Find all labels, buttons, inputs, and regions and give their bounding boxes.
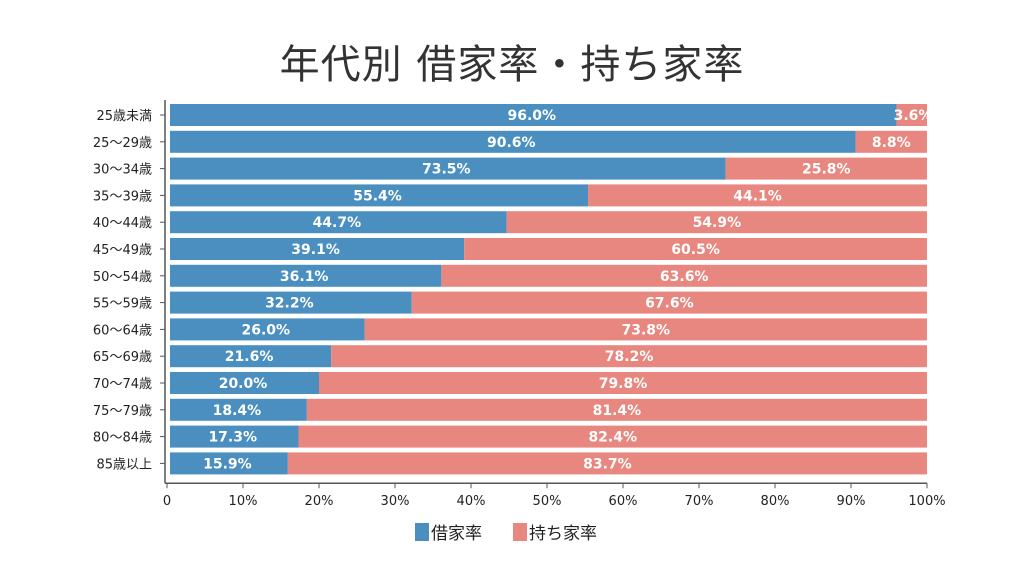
- bar-segment-own: [306, 398, 928, 421]
- bar-segment-rent: [170, 291, 412, 314]
- data-label-rent: 90.6%: [487, 135, 536, 151]
- bar-segment-rent: [170, 372, 319, 394]
- data-label-rent: 96.0%: [508, 108, 557, 124]
- bar-segment-rent: [170, 211, 507, 234]
- legend-swatch: [415, 523, 429, 541]
- x-tick-label: 100%: [908, 494, 945, 509]
- data-label-own: 3.6%: [894, 108, 933, 124]
- data-label-own: 82.4%: [588, 430, 637, 446]
- category-label: 45～49歳: [93, 243, 152, 258]
- bar-segment-own: [588, 184, 927, 207]
- bar-segment-own: [298, 425, 928, 448]
- x-tick-label: 10%: [229, 494, 258, 509]
- bar-segment-rent: [170, 130, 856, 153]
- bar-segment-rent: [170, 238, 465, 260]
- legend-label: 借家率: [431, 524, 482, 544]
- bar-segment-own: [506, 211, 927, 234]
- category-label: 40～44歳: [93, 216, 152, 231]
- data-label-own: 79.8%: [599, 376, 648, 392]
- bar-segment-rent: [170, 184, 589, 207]
- data-label-own: 67.6%: [645, 296, 694, 312]
- category-label: 70～74歳: [93, 377, 152, 392]
- bar-segment-rent: [170, 318, 365, 341]
- data-label-own: 44.1%: [733, 188, 782, 204]
- x-tick-label: 60%: [609, 494, 638, 509]
- category-label: 35～39歳: [93, 189, 152, 204]
- bar-segment-rent: [170, 345, 332, 368]
- data-label-own: 60.5%: [671, 242, 720, 258]
- bar-segment-own: [364, 318, 928, 341]
- x-tick-label: 50%: [533, 494, 562, 509]
- bar-segment-rent: [170, 157, 726, 180]
- x-tick-label: 40%: [457, 494, 486, 509]
- x-tick-label: 0: [163, 494, 171, 509]
- data-label-own: 8.8%: [872, 135, 911, 151]
- x-tick-label: 30%: [381, 494, 410, 509]
- data-label-rent: 36.1%: [280, 269, 329, 285]
- bar-segment-rent: [170, 264, 442, 287]
- category-label: 50～54歳: [93, 270, 152, 285]
- x-tick-label: 20%: [305, 494, 334, 509]
- bar-segment-rent: [170, 425, 299, 448]
- bar-segment-rent: [170, 398, 307, 421]
- bar-segment-own: [331, 345, 927, 368]
- data-label-own: 81.4%: [593, 403, 642, 419]
- category-label: 25歳未満: [96, 109, 152, 124]
- data-label-rent: 26.0%: [242, 322, 291, 338]
- category-label: 30～34歳: [93, 163, 152, 178]
- legend-label: 持ち家率: [529, 524, 597, 544]
- bar-segment-own: [441, 264, 927, 287]
- bar-segment-rent: [170, 452, 288, 475]
- data-label-rent: 15.9%: [203, 456, 252, 472]
- category-label: 85歳以上: [96, 457, 152, 472]
- category-label: 80～84歳: [93, 431, 152, 446]
- data-label-rent: 20.0%: [219, 376, 268, 392]
- data-label-rent: 21.6%: [225, 349, 274, 365]
- bar-segment-own: [287, 452, 928, 475]
- data-label-rent: 39.1%: [291, 242, 340, 258]
- bar-segment-own: [319, 372, 927, 394]
- x-tick-label: 90%: [837, 494, 866, 509]
- category-label: 55～59歳: [93, 297, 152, 312]
- bar-segment-rent: [170, 104, 897, 126]
- data-label-rent: 18.4%: [213, 403, 262, 419]
- chart-title: 年代別 借家率・持ち家率: [279, 42, 745, 88]
- category-label: 60～64歳: [93, 323, 152, 338]
- bar-segment-own: [855, 130, 927, 153]
- data-label-rent: 17.3%: [208, 430, 257, 446]
- data-label-own: 73.8%: [622, 322, 671, 338]
- data-label-rent: 55.4%: [353, 188, 402, 204]
- data-label-rent: 32.2%: [265, 296, 314, 312]
- data-label-rent: 73.5%: [422, 162, 471, 178]
- bar-segment-own: [464, 238, 927, 260]
- data-label-own: 83.7%: [583, 456, 632, 472]
- data-label-own: 54.9%: [693, 215, 742, 231]
- bar-segment-own: [725, 157, 927, 180]
- category-label: 65～69歳: [93, 350, 152, 365]
- data-label-own: 63.6%: [660, 269, 709, 285]
- category-label: 75～79歳: [93, 404, 152, 419]
- data-label-rent: 44.7%: [313, 215, 362, 231]
- data-label-own: 25.8%: [802, 162, 851, 178]
- bar-segment-own: [896, 104, 927, 126]
- x-tick-label: 70%: [685, 494, 714, 509]
- legend-swatch: [513, 523, 527, 541]
- bar-segment-own: [411, 291, 928, 314]
- x-tick-label: 80%: [761, 494, 790, 509]
- data-label-own: 78.2%: [605, 349, 654, 365]
- category-label: 25～29歳: [93, 136, 152, 151]
